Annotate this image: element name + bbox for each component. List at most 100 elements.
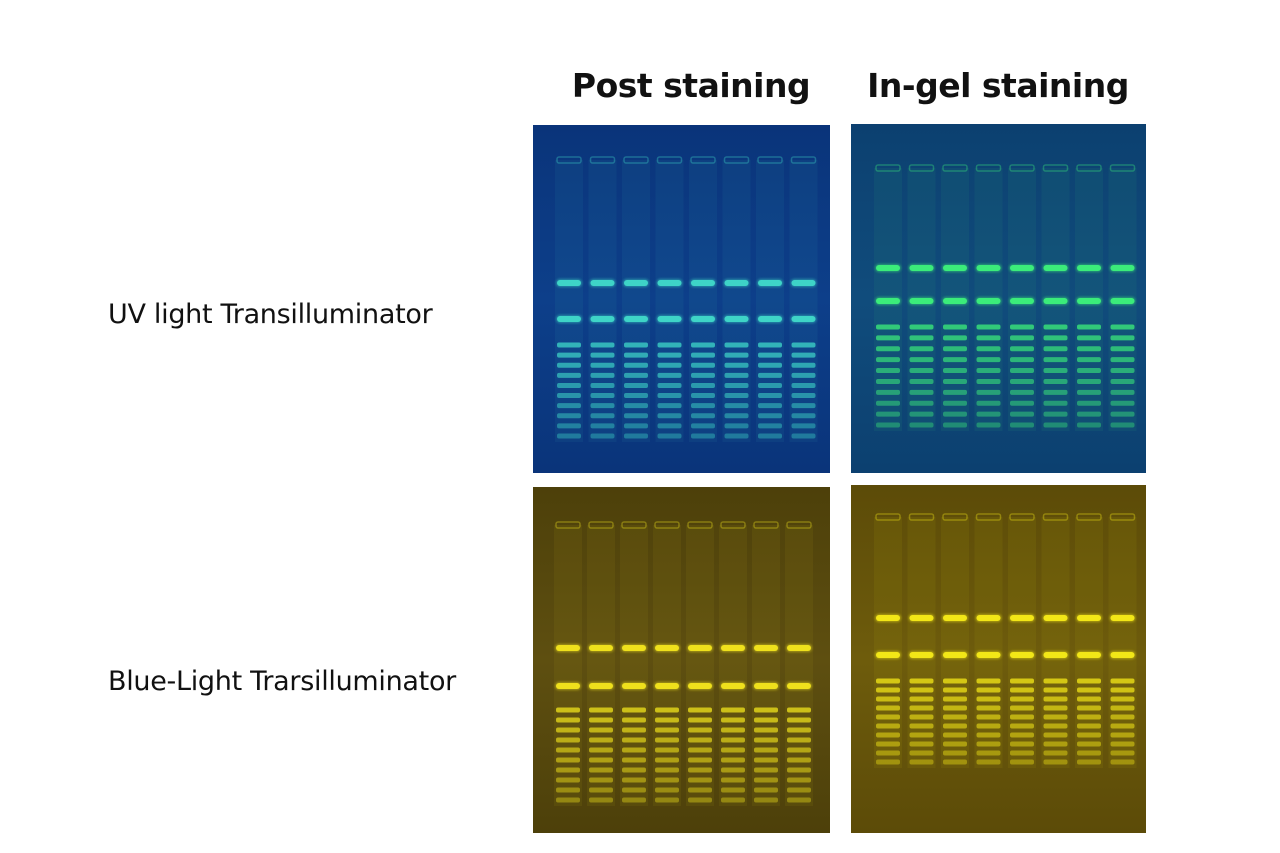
ladder-band <box>943 389 967 395</box>
ladder-band <box>724 393 749 399</box>
ladder-band <box>976 696 1001 702</box>
ladder-band <box>721 757 745 763</box>
ladder-band <box>976 357 1001 363</box>
band <box>622 645 646 651</box>
band <box>590 280 615 286</box>
ladder-band <box>557 352 581 358</box>
ladder-band <box>791 413 816 419</box>
ladder-band <box>589 787 613 793</box>
ladder-band <box>909 346 934 352</box>
band <box>1110 652 1135 658</box>
band <box>589 683 613 689</box>
ladder-band <box>976 705 1001 711</box>
ladder-band <box>791 433 816 439</box>
ladder-band <box>688 747 712 753</box>
lane <box>555 160 583 442</box>
ladder-band <box>976 378 1001 384</box>
well <box>1009 164 1035 172</box>
ladder-band <box>876 714 900 720</box>
ladder-band <box>758 352 782 358</box>
well <box>942 164 968 172</box>
ladder-band <box>1010 714 1034 720</box>
lane <box>686 525 714 806</box>
lane <box>756 160 784 442</box>
well <box>908 513 935 521</box>
ladder-band <box>691 393 715 399</box>
well <box>753 521 779 529</box>
ladder-band <box>556 777 580 783</box>
ladder-band <box>791 342 816 348</box>
ladder-band <box>1043 759 1068 765</box>
ladder-band <box>909 324 934 330</box>
ladder-band <box>724 352 749 358</box>
ladder-band <box>1010 687 1034 693</box>
ladder-band <box>657 413 682 419</box>
ladder-band <box>688 787 712 793</box>
ladder-band <box>688 727 712 733</box>
ladder-band <box>976 346 1001 352</box>
ladder-band <box>754 777 778 783</box>
ladder-band <box>943 368 967 374</box>
ladder-band <box>721 797 745 803</box>
ladder-band <box>787 767 811 773</box>
well <box>1109 513 1136 521</box>
ladder-band <box>976 400 1001 406</box>
ladder-band <box>1010 678 1034 684</box>
ladder-band <box>1077 324 1101 330</box>
band <box>590 316 615 322</box>
ladder-band <box>624 342 648 348</box>
ladder-band <box>721 747 745 753</box>
band <box>624 316 648 322</box>
ladder-band <box>724 382 749 388</box>
band <box>556 645 580 651</box>
ladder-band <box>724 423 749 429</box>
band <box>721 683 745 689</box>
ladder-band <box>909 378 934 384</box>
ladder-band <box>691 433 715 439</box>
ladder-band <box>976 678 1001 684</box>
ladder-band <box>758 382 782 388</box>
band <box>688 683 712 689</box>
column-header: In-gel staining <box>867 66 1129 105</box>
well <box>1042 513 1069 521</box>
ladder-band <box>688 707 712 713</box>
ladder-band <box>1043 678 1068 684</box>
band <box>976 298 1001 304</box>
lane <box>719 525 747 806</box>
ladder-band <box>943 422 967 428</box>
ladder-band <box>622 787 646 793</box>
ladder-band <box>754 717 778 723</box>
band <box>976 615 1001 621</box>
lane <box>789 160 818 442</box>
ladder-band <box>758 362 782 368</box>
ladder-band <box>691 403 715 409</box>
ladder-band <box>943 714 967 720</box>
ladder-band <box>624 433 648 439</box>
ladder-band <box>622 727 646 733</box>
band <box>876 652 900 658</box>
ladder-band <box>589 757 613 763</box>
ladder-band <box>909 400 934 406</box>
ladder-band <box>1110 368 1135 374</box>
ladder-band <box>557 423 581 429</box>
ladder-band <box>787 777 811 783</box>
ladder-band <box>1010 759 1034 765</box>
ladder-band <box>787 797 811 803</box>
ladder-band <box>976 759 1001 765</box>
ladder-band <box>909 389 934 395</box>
lane <box>974 517 1003 768</box>
band <box>657 280 682 286</box>
ladder-band <box>787 717 811 723</box>
band <box>787 683 811 689</box>
ladder-band <box>1010 335 1034 341</box>
ladder-band <box>589 717 613 723</box>
ladder-band <box>1043 346 1068 352</box>
band <box>691 280 715 286</box>
ladder-band <box>721 787 745 793</box>
ladder-band <box>943 696 967 702</box>
well <box>690 156 716 164</box>
well <box>654 521 680 529</box>
ladder-band <box>557 413 581 419</box>
well <box>975 513 1002 521</box>
lane <box>1008 517 1036 768</box>
